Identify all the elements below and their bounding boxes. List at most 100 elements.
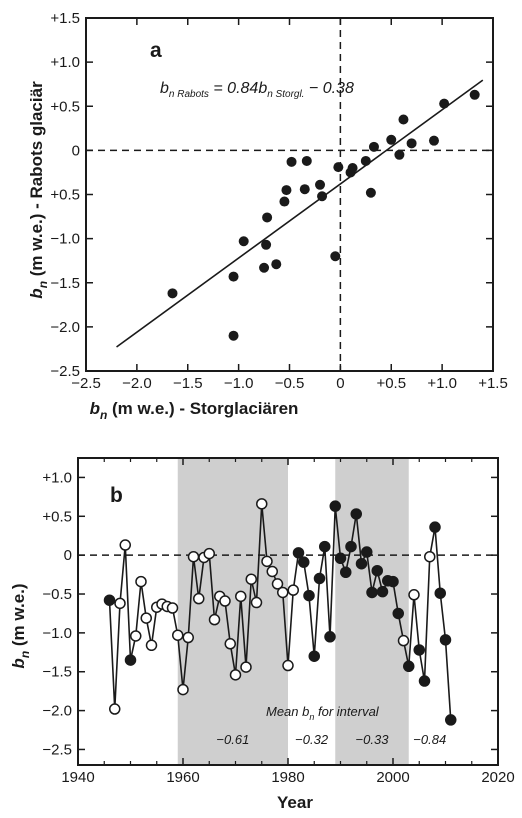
panel-b-open-point [250,596,263,609]
panel-b-open-point [135,575,147,588]
panel-a-data-point [347,163,358,174]
panel-a-y-axis-label: bn (m w.e.) - Rabots glaciär [27,81,50,299]
panel-b-filled-point [429,521,441,533]
panel-b-open-point [256,498,268,510]
panel-a-data-point [469,89,480,100]
panel-b-x-tick-label: 1960 [166,769,199,786]
panel-a-data-point [365,187,376,198]
panel-a-data-point [279,196,290,207]
panel-b-filled-point [334,552,347,565]
panel-b-filled-point [329,500,341,512]
panel-a-data-point [167,288,178,299]
panel-a-x-tick-label: −1.0 [224,375,254,392]
panel-b-x-tick-label: 2000 [376,769,409,786]
panel-a-reference-lines [86,18,493,371]
panel-a-y-tick-label: +0.5 [50,187,80,204]
panel-b-open-point [229,669,242,681]
panel-a-data-point [286,156,297,167]
panel-b-open-point [187,550,200,563]
panel-a-y-tick-label: 0 [72,142,80,159]
panel-b-y-tick-label: −0.5 [42,586,72,603]
panel-b-open-point [145,639,158,652]
panel-b-x-tick-label: 1940 [61,769,94,786]
panel-b-open-point [240,661,252,673]
panel-b-open-point [166,602,179,614]
panel-a-y-tick-label: +1.0 [50,54,80,71]
panel-a-y-tick-label: −2.5 [50,363,80,380]
panel-b-open-point [408,589,420,601]
panel-a-data-point [228,330,239,341]
panel-a: −2.5 −2.0 −1.5 −1.0 −0.5 0 +0.5 +1.0 +1.5 −2.5 −2.… [27,10,508,422]
panel-b-filled-point [345,540,357,553]
panel-b-interval-mean-label: −0.61 [216,732,249,747]
panel-b-open-point [182,631,194,644]
panel-b-y-tick-label: −2.0 [42,703,72,720]
panel-a-ticks [85,17,494,372]
panel-a-x-axis-label: bn (m w.e.) - Storglaciären [90,399,299,422]
panel-a-data-point [439,98,450,109]
panel-b-open-point [203,547,215,560]
panel-b-filled-point [308,650,320,662]
panel-a-data-point [317,191,328,202]
panel-b-points [103,498,457,726]
panel-b-open-point [424,550,436,563]
panel-a-y-tick-label: −1.5 [50,275,80,292]
panel-b-interval-means: −0.61 −0.32 −0.33 −0.84 [216,732,446,747]
panel-b-filled-point [418,675,431,687]
panel-b-open-point [271,578,284,590]
panel-a-data-point [360,155,371,166]
panel-a-data-point [228,271,239,282]
panel-b-interval-mean-label: −0.32 [295,732,329,747]
panel-b-x-tick-label: 2020 [481,769,514,786]
panel-b-filled-point [376,585,389,598]
panel-b-filled-point [366,586,378,599]
panel-b-filled-point [434,587,446,599]
panel-b-y-tick-label: −2.5 [42,741,72,758]
panel-a-x-tick-label: +1.0 [427,375,457,392]
panel-a-data-point [301,155,312,166]
panel-b-open-point [277,586,289,599]
panel-b-x-axis-label: Year [277,793,313,812]
panel-a-fit-line [116,79,484,348]
panel-b-shaded-interval [177,458,288,765]
panel-b-x-tick-label: 1980 [271,769,304,786]
panel-b-filled-point [439,634,452,646]
panel-a-data-point [261,239,272,250]
panel-a-x-tick-label: −1.5 [173,375,203,392]
panel-a-data-point [398,114,409,125]
panel-b-filled-point [103,594,116,606]
panel-b-filled-point [392,607,404,620]
panel-a-plot-frame [85,17,494,372]
panel-b-filled-point [303,589,315,602]
panel-b-filled-point [413,644,425,656]
panel-b-y-tick-label: −1.0 [42,625,72,642]
panel-a-data-point [386,134,397,145]
panel-b-open-point [397,634,410,647]
panel-b-open-point [177,683,189,696]
panel-b-filled-point [298,556,310,568]
panel-b-open-point [235,590,247,603]
panel-a-data-point [281,185,292,196]
panel-a-y-tick-label: −2.0 [50,319,80,336]
panel-b-y-tick-label: +0.5 [42,508,72,525]
panel-b-open-point [282,659,294,672]
panel-a-data-point [259,262,270,273]
panel-b-open-point [208,613,221,626]
panel-b-open-point [130,630,142,642]
panel-a-y-tick-label: +1.5 [50,10,80,27]
panel-a-data-point [394,149,405,160]
panel-a-data-point [299,184,310,195]
panel-b-interval-mean-label: −0.84 [413,732,446,747]
panel-b-filled-point [124,654,137,666]
panel-a-x-tick-label: −2.5 [71,375,101,392]
panel-b: 1940 1960 1980 2000 2020 −2.5 −2.0 −1.5 −1.0 −0.5… [9,457,515,812]
panel-b-filled-point [319,540,331,553]
panel-a-x-tick-label: +1.5 [478,375,508,392]
panel-b-open-point [266,565,278,578]
panel-b-interval-mean-label: −0.33 [356,732,390,747]
panel-b-filled-point [313,572,326,585]
panel-b-filled-point [355,557,368,570]
panel-b-shaded-intervals [177,458,409,765]
